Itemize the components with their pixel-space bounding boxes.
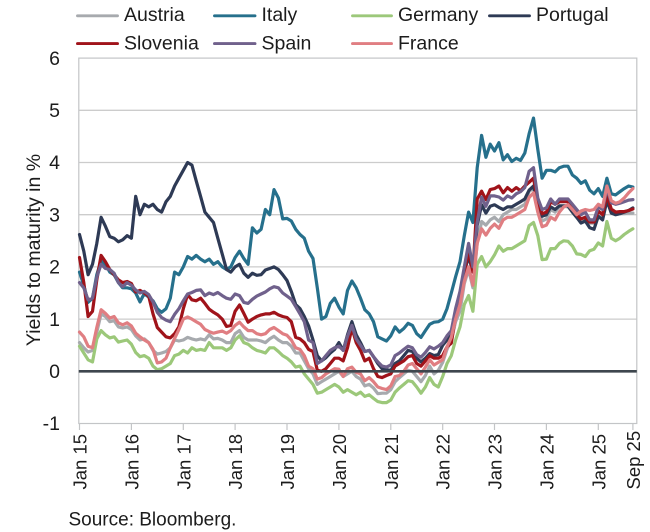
svg-text:Jan 15: Jan 15: [70, 434, 91, 490]
svg-text:6: 6: [49, 48, 60, 70]
svg-text:Jan 22: Jan 22: [433, 434, 454, 490]
svg-text:-1: -1: [43, 413, 60, 435]
svg-text:Source: Bloomberg.: Source: Bloomberg.: [69, 509, 237, 530]
svg-text:Italy: Italy: [262, 4, 298, 26]
svg-text:Jan 17: Jan 17: [173, 434, 194, 490]
svg-text:Slovenia: Slovenia: [124, 33, 199, 55]
svg-text:Jan 18: Jan 18: [225, 434, 246, 490]
svg-text:4: 4: [49, 152, 60, 174]
svg-text:Spain: Spain: [262, 33, 312, 55]
svg-text:Jan 19: Jan 19: [277, 434, 298, 490]
svg-text:Germany: Germany: [398, 4, 478, 26]
svg-text:Austria: Austria: [124, 4, 185, 26]
svg-text:3: 3: [49, 204, 60, 226]
svg-text:France: France: [398, 33, 459, 55]
svg-text:2: 2: [49, 257, 60, 279]
svg-text:1: 1: [49, 309, 60, 331]
svg-text:Jan 24: Jan 24: [536, 434, 557, 490]
svg-text:Portugal: Portugal: [536, 4, 609, 26]
svg-text:Jan 21: Jan 21: [381, 434, 402, 490]
svg-text:Yields to maturity in %: Yields to maturity in %: [23, 154, 45, 346]
svg-text:Jan 16: Jan 16: [121, 434, 142, 490]
svg-text:Sep 25: Sep 25: [623, 431, 644, 490]
svg-text:5: 5: [49, 100, 60, 122]
svg-text:Jan 20: Jan 20: [329, 434, 350, 490]
svg-text:Jan 23: Jan 23: [485, 434, 506, 490]
svg-text:0: 0: [49, 361, 60, 383]
svg-text:Jan 25: Jan 25: [588, 434, 609, 490]
